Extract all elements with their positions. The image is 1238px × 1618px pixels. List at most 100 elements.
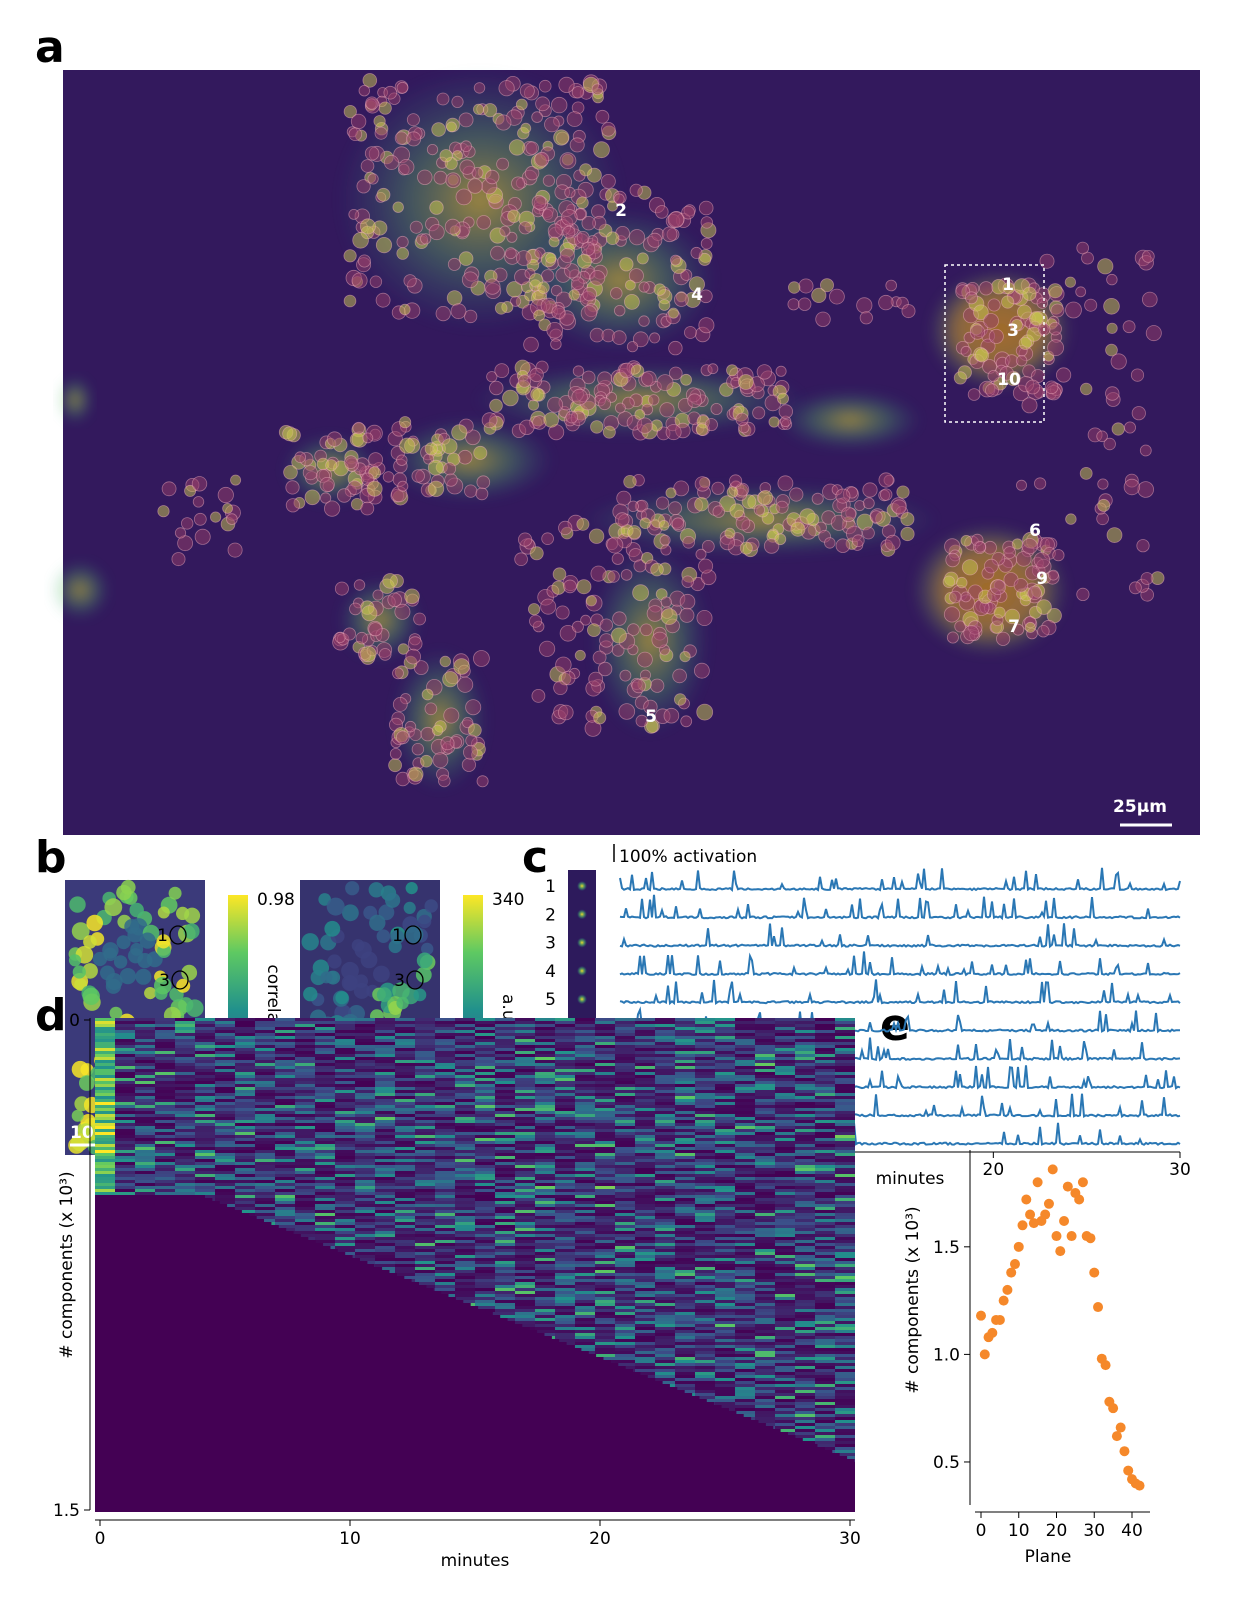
heatmap-cell [775, 1210, 795, 1213]
heatmap-cell [675, 1222, 695, 1225]
heatmap-cell [435, 1222, 455, 1225]
heatmap-cell [135, 1030, 155, 1033]
heatmap-cell [415, 1261, 435, 1264]
heatmap-cell [295, 1063, 315, 1066]
heatmap-cell [755, 1243, 775, 1246]
heatmap-cell [715, 1030, 735, 1033]
heatmap-cell [795, 1174, 815, 1177]
heatmap-cell [135, 1114, 155, 1117]
cell-footprint [697, 704, 713, 720]
heatmap-cell [615, 1222, 635, 1225]
heatmap-cell [815, 1165, 835, 1168]
heatmap-cell [835, 1219, 855, 1222]
heatmap-cell [315, 1222, 335, 1225]
heatmap-cell [675, 1159, 695, 1162]
heatmap-cell [695, 1105, 715, 1108]
heatmap-cell [455, 1036, 475, 1039]
cell-footprint [577, 518, 589, 530]
heatmap-cell [435, 1090, 455, 1093]
heatmap-cell [795, 1198, 815, 1201]
heatmap-cell [415, 1204, 435, 1207]
heatmap-cell [835, 1252, 855, 1255]
heatmap-cell [695, 1246, 715, 1249]
heatmap-cell [555, 1075, 575, 1078]
heatmap-cell [775, 1309, 795, 1312]
heatmap-cell [515, 1078, 535, 1081]
heatmap-cell [415, 1084, 435, 1087]
cell [416, 967, 432, 983]
heatmap-cell [95, 1069, 115, 1072]
heatmap-cell [235, 1144, 255, 1147]
heatmap-cell [835, 1258, 855, 1261]
heatmap-cell [815, 1264, 835, 1267]
heatmap-cell [755, 1192, 775, 1195]
heatmap-cell [335, 1207, 355, 1210]
heatmap-cell [695, 1123, 715, 1126]
heatmap-cell [775, 1222, 795, 1225]
heatmap-cell [455, 1165, 475, 1168]
heatmap-cell [455, 1174, 475, 1177]
heatmap-cell [575, 1318, 595, 1321]
heatmap-cell [735, 1189, 755, 1192]
cell-footprint [463, 745, 477, 759]
cell [361, 952, 378, 969]
heatmap-cell [355, 1045, 375, 1048]
thumbnail [577, 909, 587, 919]
heatmap-cell [555, 1135, 575, 1138]
heatmap-cell [635, 1060, 655, 1063]
cell-footprint [359, 85, 370, 96]
cell-footprint [286, 481, 299, 494]
cell-footprint [880, 489, 892, 501]
heatmap-cell [375, 1030, 395, 1033]
heatmap-cell [455, 1144, 475, 1147]
heatmap-cell [735, 1180, 755, 1183]
cell-footprint [430, 201, 444, 215]
heatmap-cell [815, 1129, 835, 1132]
heatmap-cell [595, 1033, 615, 1036]
heatmap-cell [615, 1075, 635, 1078]
heatmap-cell [795, 1096, 815, 1099]
heatmap-cell [555, 1192, 575, 1195]
heatmap-cell [595, 1270, 615, 1273]
heatmap-cell [155, 1180, 175, 1183]
heatmap-cell [435, 1210, 455, 1213]
heatmap-cell [275, 1048, 295, 1051]
heatmap-cell [395, 1114, 415, 1117]
heatmap-cell [615, 1138, 635, 1141]
heatmap-cell [675, 1225, 695, 1228]
cell-footprint [984, 559, 998, 573]
heatmap-cell [315, 1093, 335, 1096]
heatmap-cell [115, 1054, 135, 1057]
cell [335, 991, 348, 1004]
heatmap-cell [735, 1141, 755, 1144]
heatmap-cell [735, 1030, 755, 1033]
heatmap-cell [835, 1297, 855, 1300]
heatmap-cell [695, 1219, 715, 1222]
heatmap-cell [175, 1093, 195, 1096]
heatmap-cell [415, 1105, 435, 1108]
heatmap-cell [495, 1234, 515, 1237]
heatmap-cell [615, 1300, 635, 1303]
cell-footprint [968, 389, 980, 401]
heatmap-cell [695, 1216, 715, 1219]
heatmap-cell [755, 1228, 775, 1231]
heatmap-cell [175, 1132, 195, 1135]
heatmap-cell [615, 1228, 635, 1231]
heatmap-cell [315, 1099, 335, 1102]
heatmap-cell [495, 1159, 515, 1162]
heatmap-cell [715, 1231, 735, 1234]
heatmap-cell [695, 1057, 715, 1060]
heatmap-cell [395, 1111, 415, 1114]
heatmap-cell [615, 1261, 635, 1264]
heatmap-cell [275, 1024, 295, 1027]
heatmap-cell [295, 1201, 315, 1204]
heatmap-cell [755, 1294, 775, 1297]
heatmap-cell [835, 1264, 855, 1267]
heatmap-cell [715, 1282, 735, 1285]
heatmap-cell [655, 1291, 675, 1294]
thumbnail [577, 966, 587, 976]
heatmap-cell [835, 1039, 855, 1042]
heatmap-cell [455, 1120, 475, 1123]
cell-footprint [1107, 323, 1117, 333]
heatmap-cell [595, 1030, 615, 1033]
